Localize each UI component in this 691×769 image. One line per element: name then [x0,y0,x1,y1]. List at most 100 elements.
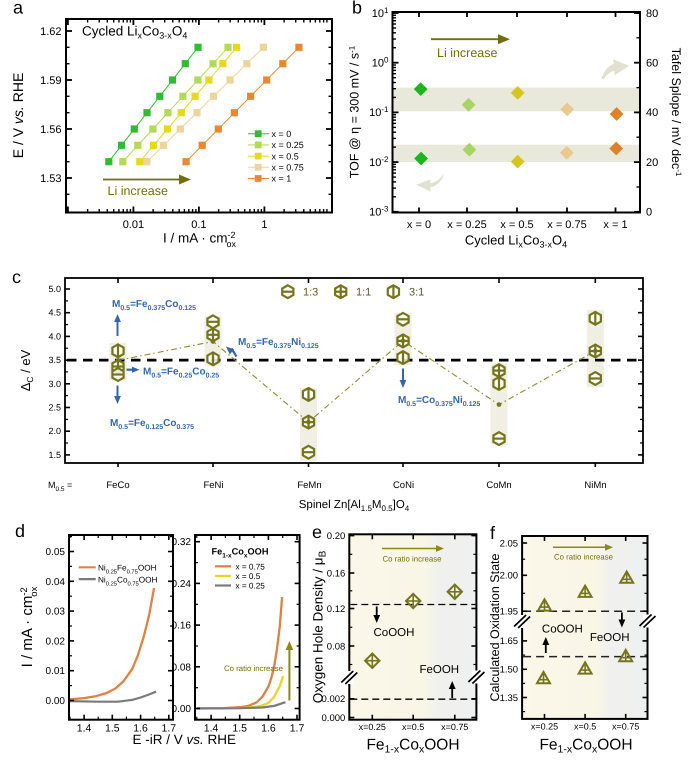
svg-text:x = 0.75: x = 0.75 [547,219,586,231]
svg-text:NiMn: NiMn [584,480,606,491]
svg-text:Cycled Lix​Co3-x​O4​: Cycled Lix​Co3-x​O4​ [82,24,187,41]
svg-text:M0.5​=Co0.375​Ni0.125​: M0.5​=Co0.375​Ni0.125​ [398,395,480,408]
svg-text:E -iR / V vs. RHE: E -iR / V vs. RHE [133,732,237,747]
svg-text:2.0: 2.0 [48,426,61,436]
svg-text:3:1: 3:1 [409,287,424,299]
svg-text:0.002: 0.002 [322,694,346,705]
svg-text:0.000: 0.000 [322,713,346,724]
svg-text:f: f [490,523,496,543]
svg-text:x = 0.25: x = 0.25 [272,140,304,150]
svg-text:Li increase: Li increase [108,184,168,198]
svg-text:1.6: 1.6 [133,723,148,735]
svg-text:20: 20 [646,157,658,169]
svg-text:4.5: 4.5 [48,308,61,318]
svg-text:M0.5​=Fe0.25​Co0.25​: M0.5​=Fe0.25​Co0.25​ [143,367,219,380]
svg-text:x=0.25: x=0.25 [531,722,558,732]
svg-text:FeOOH: FeOOH [420,664,460,676]
svg-text:0.01: 0.01 [46,666,66,677]
svg-text:FeOOH: FeOOH [590,632,630,644]
svg-text:ΔC​ / eV: ΔC​ / eV [18,349,35,391]
svg-text:1.56: 1.56 [40,124,61,136]
svg-text:2.05: 2.05 [500,538,519,549]
svg-text:3.5: 3.5 [48,355,61,365]
svg-text:c: c [12,267,21,287]
svg-text:x = 0.5: x = 0.5 [500,219,533,231]
svg-text:0.1: 0.1 [191,219,206,231]
svg-text:0.02: 0.02 [46,636,66,647]
svg-text:CoOOH: CoOOH [374,627,415,639]
svg-text:0.32: 0.32 [172,537,192,548]
svg-text:1.53: 1.53 [40,173,61,185]
svg-text:Spinel Zn[Al1.5​M0.5​]O4​: Spinel Zn[Al1.5​M0.5​]O4​ [299,499,410,513]
svg-text:x = 0: x = 0 [407,219,431,231]
svg-text:x = 0: x = 0 [272,129,292,139]
svg-text:1: 1 [261,219,267,231]
svg-text:Oxygen Hole Density / μB​: Oxygen Hole Density / μB​ [311,550,329,703]
svg-text:1.62: 1.62 [40,26,61,38]
svg-text:1.50: 1.50 [500,665,519,676]
svg-text:a: a [13,0,24,18]
svg-text:Co ratio increase: Co ratio increase [554,553,613,562]
svg-text:0.24: 0.24 [172,579,192,590]
svg-text:0.05: 0.05 [46,547,66,558]
svg-text:1.6: 1.6 [261,723,276,735]
svg-text:M0.5​=Fe0.375​Co0.125​: M0.5​=Fe0.375​Co0.125​ [112,299,196,312]
svg-text:x=0.5: x=0.5 [402,722,424,732]
svg-text:Co ratio increase: Co ratio increase [383,554,442,563]
svg-text:0.04: 0.04 [46,577,66,588]
svg-text:0.00: 0.00 [46,696,66,707]
svg-text:Fe1-x​Cox​OOH: Fe1-x​Cox​OOH [366,737,459,756]
svg-text:x = 1: x = 1 [272,174,292,184]
svg-text:0.16: 0.16 [172,621,192,632]
svg-text:x = 1: x = 1 [603,219,627,231]
svg-text:1:1: 1:1 [356,287,371,299]
svg-text:Li increase: Li increase [437,46,497,60]
svg-text:0.08: 0.08 [172,662,192,673]
svg-text:1.5: 1.5 [48,450,61,460]
svg-text:x=0.75: x=0.75 [441,722,468,732]
svg-text:Tafel Splope / mV dec-1​: Tafel Splope / mV dec-1​ [669,48,683,177]
svg-text:CoOOH: CoOOH [542,624,583,636]
svg-text:x = 0.5: x = 0.5 [236,572,261,581]
svg-text:x = 0.5: x = 0.5 [272,151,299,161]
svg-text:1.7: 1.7 [161,723,176,735]
svg-text:FeCo: FeCo [106,480,129,491]
svg-text:x = 0.25: x = 0.25 [447,219,486,231]
svg-text:80: 80 [646,8,658,20]
svg-text:1.65: 1.65 [500,636,519,647]
svg-text:1.95: 1.95 [500,607,519,618]
svg-text:FeMn: FeMn [297,480,321,491]
svg-text:1.59: 1.59 [40,75,61,87]
svg-text:b: b [352,0,362,18]
svg-text:M0.5​=Fe0.375​Ni0.125​: M0.5​=Fe0.375​Ni0.125​ [238,337,319,350]
svg-text:0.03: 0.03 [46,607,66,618]
svg-text:40: 40 [646,107,658,119]
svg-text:1.4: 1.4 [77,723,92,735]
svg-text:I / mA · cm-2ox: I / mA · cm-2ox [19,586,40,667]
svg-text:x=0.75: x=0.75 [612,722,639,732]
svg-text:CoNi: CoNi [393,480,414,491]
svg-text:Co ratio increase: Co ratio increase [224,664,283,673]
svg-text:0.00: 0.00 [172,704,192,715]
svg-text:60: 60 [646,58,658,70]
svg-text:0: 0 [646,207,652,219]
svg-text:0.20: 0.20 [327,531,346,542]
svg-text:x=0.5: x=0.5 [574,722,596,732]
svg-text:2.5: 2.5 [48,403,61,413]
svg-text:0.01: 0.01 [123,219,144,231]
svg-text:M0.5​ =: M0.5​ = [48,480,72,493]
svg-text:Calculated Oxidation State: Calculated Oxidation State [488,553,502,701]
svg-text:M0.5​=Fe0.125​Co0.375​: M0.5​=Fe0.125​Co0.375​ [110,418,194,431]
svg-text:x = 0.75: x = 0.75 [272,163,304,173]
svg-text:E / V vs. RHE: E / V vs. RHE [10,73,26,159]
svg-text:x = 0.25: x = 0.25 [236,582,266,591]
svg-text:5.0: 5.0 [48,284,61,294]
svg-text:TOF @ η = 300 mV / s-1​: TOF @ η = 300 mV / s-1​ [348,45,362,178]
svg-text:d: d [15,521,25,541]
svg-text:1.5: 1.5 [232,723,247,735]
svg-text:0.16: 0.16 [327,568,346,579]
svg-text:1.4: 1.4 [204,723,219,735]
svg-text:1.35: 1.35 [500,693,519,704]
svg-text:I / mA · cm-2ox: I / mA · cm-2ox [163,230,237,249]
svg-text:1:3: 1:3 [303,287,318,299]
